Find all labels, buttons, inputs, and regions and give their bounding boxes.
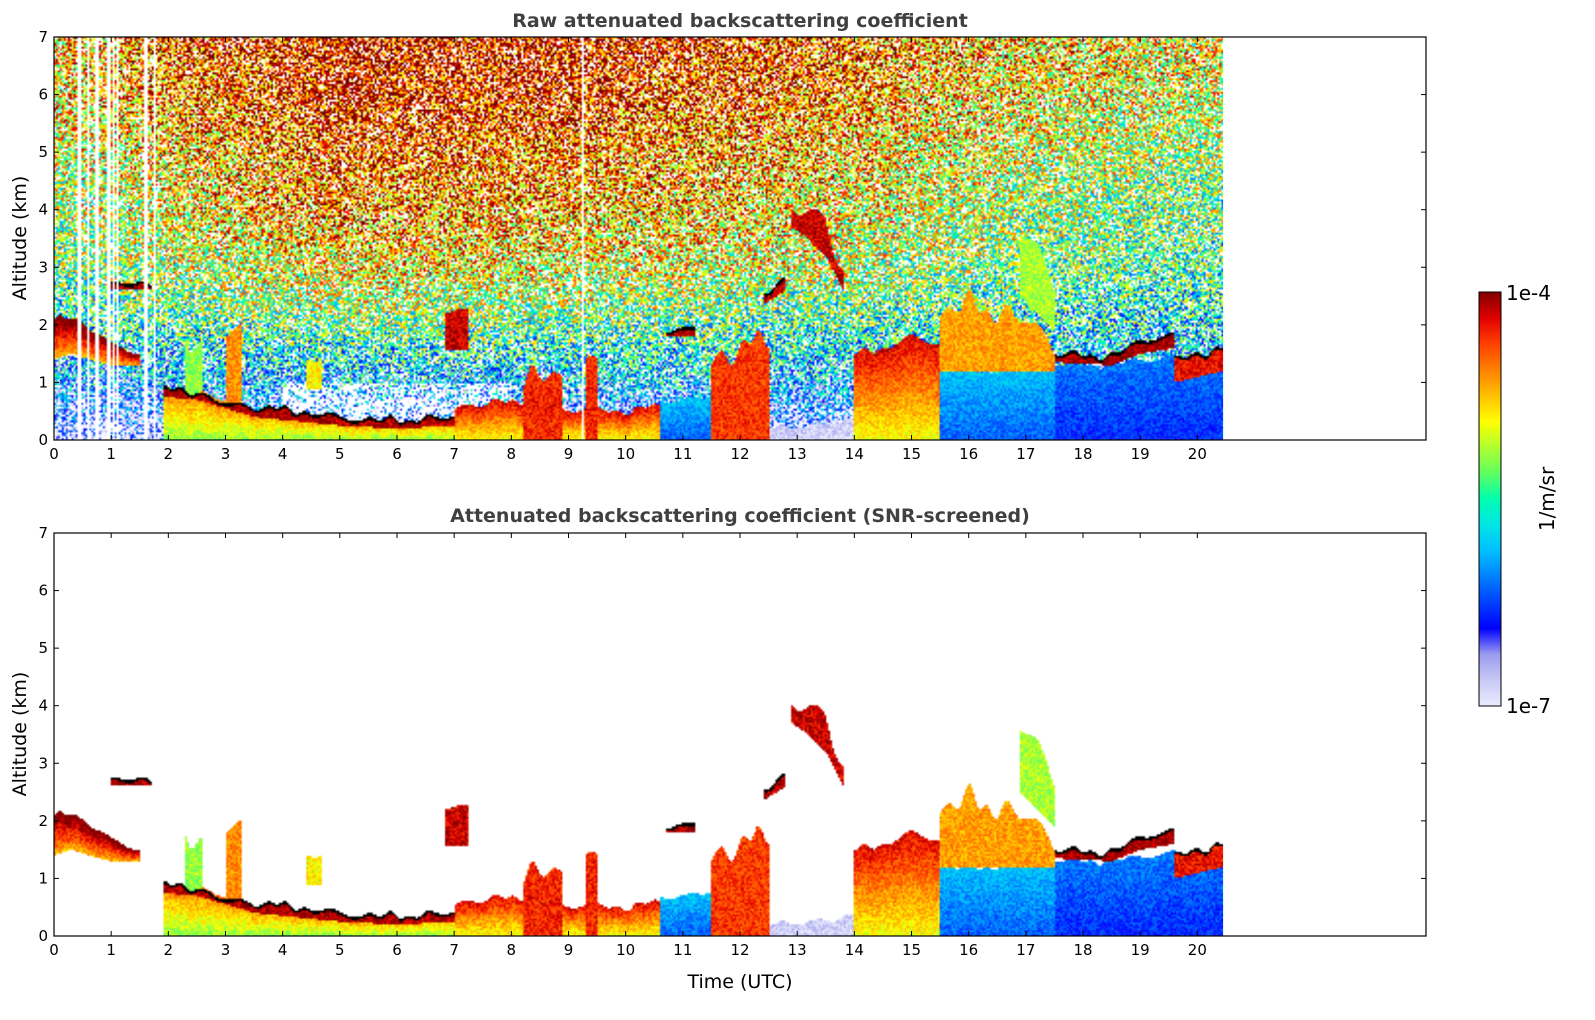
x-tick-label: 12 <box>730 941 749 959</box>
x-tick-label: 0 <box>49 445 59 463</box>
x-tick-label: 4 <box>278 941 288 959</box>
x-tick-label: 6 <box>392 941 402 959</box>
panel-raw-ylabel: Altitude (km) <box>9 176 31 301</box>
x-tick-label: 14 <box>845 445 864 463</box>
x-tick-label: 13 <box>788 445 807 463</box>
panel-screened: Attenuated backscattering coefficient (S… <box>9 505 1427 993</box>
panel-screened-title: Attenuated backscattering coefficient (S… <box>450 505 1030 527</box>
colorbar-min-label: 1e-7 <box>1506 694 1551 718</box>
x-tick-label: 8 <box>507 445 517 463</box>
x-tick-label: 3 <box>221 941 231 959</box>
x-tick-label: 11 <box>673 941 692 959</box>
x-tick-label: 10 <box>616 445 635 463</box>
y-tick-label: 5 <box>38 143 48 161</box>
x-tick-label: 13 <box>788 941 807 959</box>
x-tick-label: 8 <box>507 941 517 959</box>
x-tick-label: 14 <box>845 941 864 959</box>
x-tick-label: 5 <box>335 445 345 463</box>
y-tick-label: 3 <box>38 258 48 276</box>
y-tick-label: 7 <box>38 524 48 542</box>
x-tick-label: 11 <box>673 445 692 463</box>
x-tick-label: 20 <box>1188 445 1207 463</box>
x-tick-label: 6 <box>392 445 402 463</box>
panel-raw: Raw attenuated backscattering coefficien… <box>9 10 1427 463</box>
x-tick-label: 9 <box>564 445 574 463</box>
y-tick-label: 3 <box>38 754 48 772</box>
panel-raw-heatmap-image <box>54 37 1224 440</box>
x-tick-label: 16 <box>959 445 978 463</box>
colorbar-frame <box>1478 291 1502 707</box>
panel-raw-heatmap <box>54 37 1224 440</box>
y-tick-label: 2 <box>38 812 48 830</box>
x-tick-label: 4 <box>278 445 288 463</box>
x-tick-label: 19 <box>1131 941 1150 959</box>
x-tick-label: 16 <box>959 941 978 959</box>
panel-raw-title: Raw attenuated backscattering coefficien… <box>512 10 968 32</box>
colorbar: 1e-4 1e-7 1/m/sr <box>1478 281 1559 718</box>
x-tick-label: 10 <box>616 941 635 959</box>
x-tick-label: 18 <box>1073 941 1092 959</box>
y-tick-label: 2 <box>38 316 48 334</box>
x-tick-label: 15 <box>902 941 921 959</box>
y-tick-label: 4 <box>38 201 48 219</box>
y-tick-label: 7 <box>38 28 48 46</box>
x-tick-label: 2 <box>164 941 174 959</box>
y-tick-label: 0 <box>38 431 48 449</box>
x-tick-label: 1 <box>106 941 116 959</box>
x-tick-label: 20 <box>1188 941 1207 959</box>
colorbar-max-label: 1e-4 <box>1506 281 1551 305</box>
colorbar-gradient <box>1479 292 1501 706</box>
x-tick-label: 2 <box>164 445 174 463</box>
y-tick-label: 5 <box>38 639 48 657</box>
x-tick-label: 3 <box>221 445 231 463</box>
colorbar-label: 1/m/sr <box>1535 466 1559 531</box>
x-tick-label: 9 <box>564 941 574 959</box>
x-tick-label: 7 <box>449 941 459 959</box>
y-tick-label: 6 <box>38 582 48 600</box>
y-tick-label: 6 <box>38 86 48 104</box>
y-tick-label: 1 <box>38 869 48 887</box>
y-tick-label: 1 <box>38 373 48 391</box>
y-tick-label: 0 <box>38 927 48 945</box>
panel-screened-ylabel: Altitude (km) <box>9 672 31 797</box>
x-tick-label: 17 <box>1016 445 1035 463</box>
x-tick-label: 7 <box>449 445 459 463</box>
x-tick-label: 19 <box>1131 445 1150 463</box>
panel-screened-xlabel: Time (UTC) <box>686 971 792 993</box>
panel-screened-heatmap <box>54 533 1224 936</box>
x-tick-label: 5 <box>335 941 345 959</box>
panel-screened-heatmap-image <box>54 533 1224 936</box>
y-tick-label: 4 <box>38 697 48 715</box>
x-tick-label: 12 <box>730 445 749 463</box>
x-tick-label: 15 <box>902 445 921 463</box>
x-tick-label: 1 <box>106 445 116 463</box>
x-tick-label: 18 <box>1073 445 1092 463</box>
x-tick-label: 17 <box>1016 941 1035 959</box>
x-tick-label: 0 <box>49 941 59 959</box>
